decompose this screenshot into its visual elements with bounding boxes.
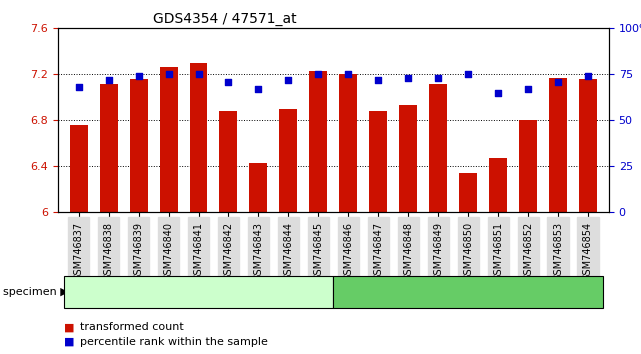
Point (493, 90, 503, 96)
Point (583, 73, 593, 79)
Text: ■: ■ (64, 337, 74, 347)
Bar (429, 84, 447, 212)
Bar (519, 120, 537, 212)
Point (373, 77, 383, 83)
Bar (399, 105, 417, 212)
Point (194, 72, 204, 77)
Bar (489, 158, 507, 212)
Bar (190, 63, 208, 212)
Bar (70, 125, 88, 212)
Point (253, 86, 263, 92)
Bar (459, 173, 477, 212)
Point (343, 72, 353, 77)
Point (463, 72, 473, 77)
Bar (99, 84, 117, 212)
Point (74, 84, 84, 90)
Text: specimen ▶: specimen ▶ (3, 287, 69, 297)
Text: percentile rank within the sample: percentile rank within the sample (80, 337, 268, 347)
Point (403, 75, 413, 81)
Text: ■: ■ (64, 322, 74, 332)
Point (433, 75, 444, 81)
Bar (160, 67, 178, 212)
Point (283, 77, 294, 83)
Text: GDS4354 / 47571_at: GDS4354 / 47571_at (153, 12, 296, 27)
Point (133, 73, 144, 79)
Text: pre-surgical: pre-surgical (162, 286, 235, 298)
Bar (339, 74, 357, 212)
Point (553, 79, 563, 85)
Bar (549, 78, 567, 212)
Bar (219, 111, 237, 212)
Bar (129, 79, 147, 212)
Point (223, 79, 233, 85)
Bar (249, 163, 267, 212)
Point (523, 86, 533, 92)
Text: transformed count: transformed count (80, 322, 184, 332)
Bar (579, 79, 597, 212)
Point (163, 72, 174, 77)
Point (103, 77, 113, 83)
Bar (369, 111, 387, 212)
Text: post-surgical: post-surgical (428, 286, 508, 298)
Bar (279, 109, 297, 212)
Point (313, 72, 324, 77)
Bar (310, 71, 328, 212)
